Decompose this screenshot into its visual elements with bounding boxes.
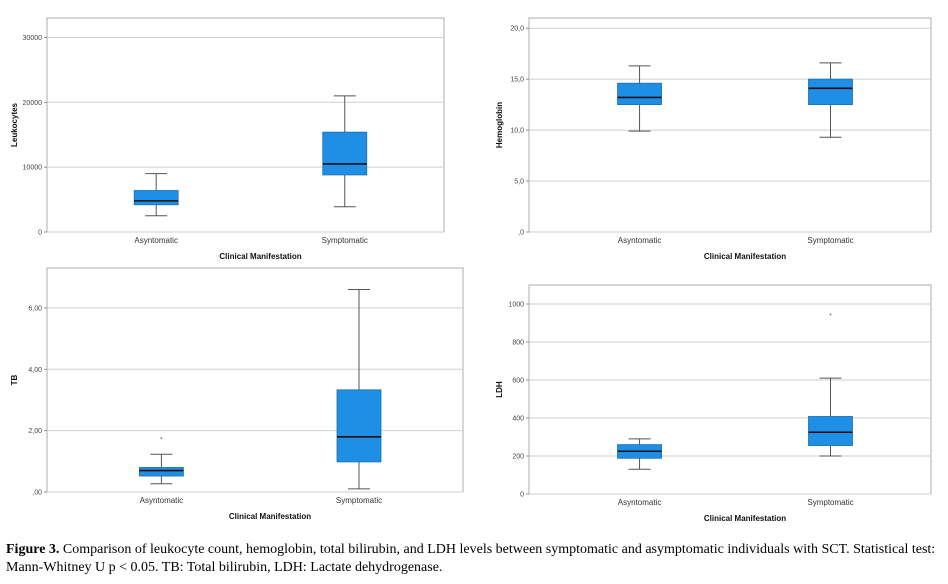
iqr-box xyxy=(138,467,184,477)
caption-text: Comparison of leukocyte count, hemoglobi… xyxy=(6,542,936,575)
plot-frame xyxy=(528,284,932,495)
box-asymptomatic xyxy=(138,437,184,485)
y-tick-label: 6,00 xyxy=(28,305,42,312)
chart-panel-1: 0 10000 20000 30000 Asyntomatic Symptomatic Cl… xyxy=(10,17,445,261)
x-category-label: Symptomatic xyxy=(336,496,382,505)
iqr-box xyxy=(808,416,853,446)
y-tick-label: 20,0 xyxy=(510,26,524,33)
y-tick-label: 5,0 xyxy=(514,179,524,186)
y-tick-label: 15,0 xyxy=(510,77,524,84)
y-tick-label: 0 xyxy=(520,492,524,499)
box-symptomatic xyxy=(808,62,853,138)
x-category-label: Asyntomatic xyxy=(618,236,662,245)
chart-panel-2: ,0 5,0 10,0 15,0 20,0 Asyntomatic Symptomatic C… xyxy=(495,17,932,261)
y-tick-label: 2,00 xyxy=(28,428,42,435)
x-category-label: Symptomatic xyxy=(807,498,853,507)
iqr-box xyxy=(133,190,179,206)
x-axis-title: Clinical Manifestation xyxy=(219,252,301,261)
box-symptomatic xyxy=(336,288,382,490)
outlier-point xyxy=(160,437,163,440)
y-tick-label: 0 xyxy=(38,230,42,237)
x-axis-title: Clinical Manifestation xyxy=(229,512,311,521)
plot-frame xyxy=(528,17,932,233)
box-asymptomatic xyxy=(617,438,662,470)
y-axis-title: Hemoglobin xyxy=(495,102,504,148)
box-asymptomatic xyxy=(133,173,179,217)
y-tick-label: ,00 xyxy=(32,490,42,497)
x-category-label: Symptomatic xyxy=(807,236,853,245)
iqr-box xyxy=(336,389,382,463)
x-axis-title: Clinical Manifestation xyxy=(704,514,786,523)
y-axis-title: LDH xyxy=(495,381,504,398)
chart-panel-4: 0 200 400 600 800 1000 Asyntomatic Symptomatic C… xyxy=(495,284,932,523)
chart-panel-3: ,00 2,00 4,00 6,00 Asyntomatic Symptomatic Cli… xyxy=(10,267,464,521)
y-tick-label: ,0 xyxy=(518,230,524,237)
x-axis-title: Clinical Manifestation xyxy=(704,252,786,261)
plot-frame xyxy=(46,267,464,493)
y-tick-label: 1000 xyxy=(508,302,524,309)
x-category-label: Asyntomatic xyxy=(140,496,184,505)
y-tick-label: 10,0 xyxy=(510,128,524,135)
y-tick-label: 30000 xyxy=(23,35,43,42)
x-category-label: Symptomatic xyxy=(322,236,368,245)
y-tick-label: 800 xyxy=(512,340,524,347)
iqr-box xyxy=(322,131,368,176)
box-symptomatic xyxy=(322,95,368,208)
figure-caption: Figure 3. Comparison of leukocyte count,… xyxy=(6,541,946,577)
y-tick-label: 10000 xyxy=(23,165,43,172)
y-tick-label: 400 xyxy=(512,416,524,423)
y-tick-label: 20000 xyxy=(23,100,43,107)
box-asymptomatic xyxy=(617,65,662,132)
y-tick-label: 600 xyxy=(512,378,524,385)
iqr-box xyxy=(808,78,853,106)
x-category-label: Asyntomatic xyxy=(618,498,662,507)
x-category-label: Asyntomatic xyxy=(134,236,178,245)
iqr-box xyxy=(617,82,662,106)
plot-frame xyxy=(46,17,445,233)
box-symptomatic xyxy=(808,313,853,457)
y-axis-title: Leukocytes xyxy=(10,102,19,147)
y-tick-label: 4,00 xyxy=(28,367,42,374)
y-tick-label: 200 xyxy=(512,454,524,461)
caption-label: Figure 3. xyxy=(6,542,60,557)
outlier-point xyxy=(829,313,832,316)
y-axis-title: TB xyxy=(10,374,19,385)
